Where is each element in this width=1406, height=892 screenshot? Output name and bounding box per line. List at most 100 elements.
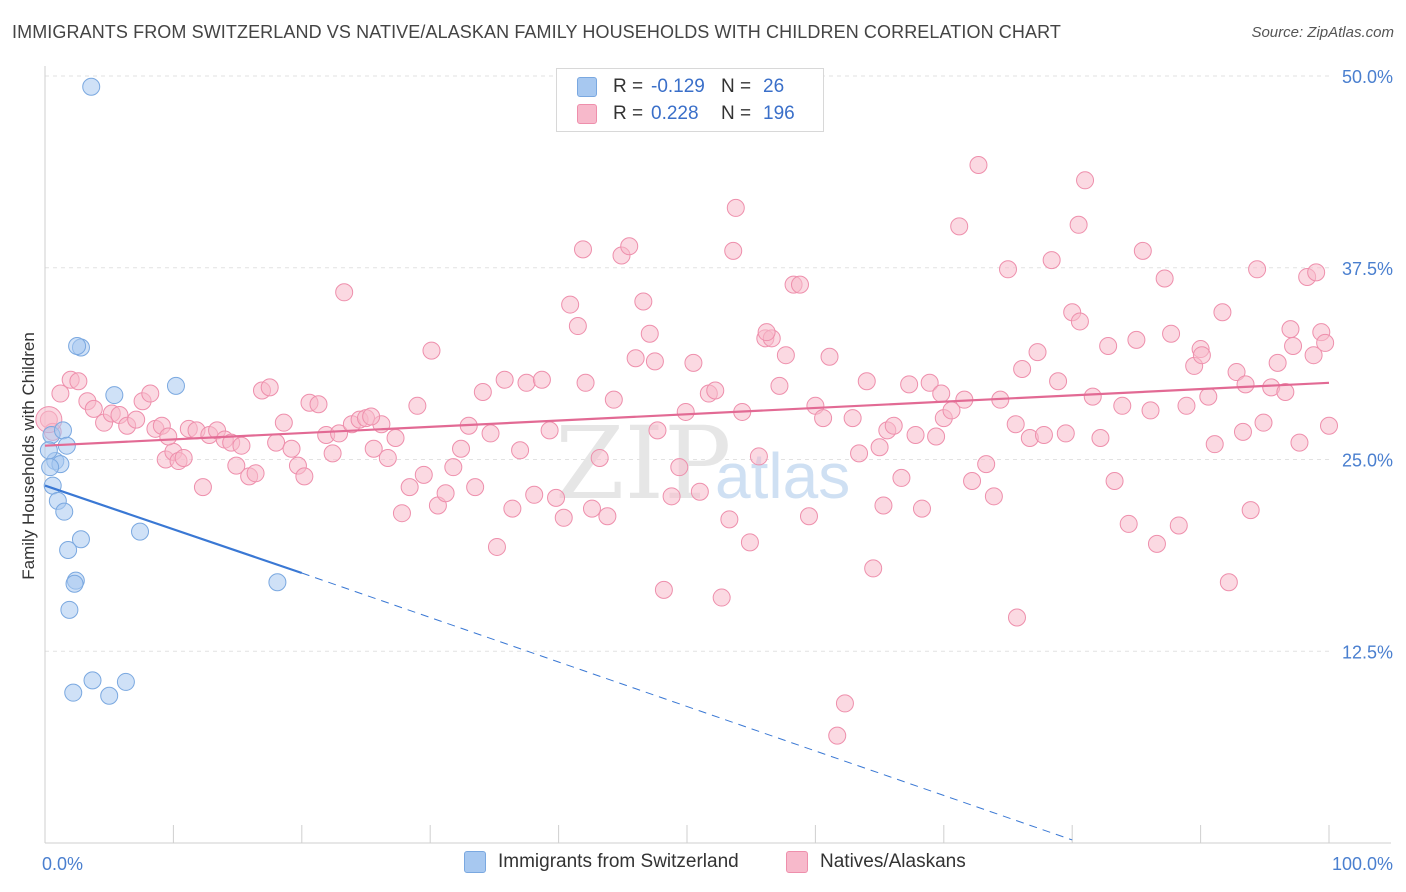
data-point — [232, 436, 251, 455]
data-point — [814, 409, 833, 428]
data-point — [724, 241, 743, 260]
data-point — [1006, 415, 1025, 434]
data-point — [1099, 336, 1118, 355]
data-point — [568, 317, 587, 336]
data-point — [330, 424, 349, 443]
data-point — [414, 465, 433, 484]
data-point — [598, 507, 617, 526]
data-point — [511, 441, 530, 460]
data-point — [1219, 573, 1238, 592]
data-point — [843, 409, 862, 428]
data-point — [1091, 429, 1110, 448]
data-point — [1155, 269, 1174, 288]
n-value: 26 — [763, 76, 785, 97]
data-point — [323, 444, 342, 463]
data-point — [105, 386, 124, 405]
data-point — [1141, 401, 1160, 420]
legend-item-switzerland[interactable]: Immigrants from Switzerland — [464, 851, 739, 873]
data-point — [481, 424, 500, 443]
data-point — [386, 429, 405, 448]
data-point — [977, 455, 996, 474]
data-point — [1268, 353, 1287, 372]
x-tick-label: 100.0% — [1332, 854, 1393, 874]
data-point — [920, 373, 939, 392]
data-point — [874, 496, 893, 515]
data-point — [1162, 324, 1181, 343]
data-point — [408, 396, 427, 415]
trendlines — [44, 381, 1330, 841]
data-point — [576, 373, 595, 392]
data-point — [69, 372, 88, 391]
n-label: N = — [721, 103, 752, 124]
data-point — [1276, 383, 1295, 402]
data-point — [720, 510, 739, 529]
data-point — [166, 376, 185, 395]
y-tick-label: 50.0% — [1342, 67, 1393, 87]
data-point — [670, 458, 689, 477]
x-tick-label: 0.0% — [42, 854, 83, 874]
data-point — [59, 541, 78, 560]
data-point — [590, 448, 609, 467]
n-value: 196 — [763, 103, 795, 124]
data-point — [561, 295, 580, 314]
data-point — [654, 580, 673, 599]
n-label: N = — [721, 76, 752, 97]
data-point — [790, 275, 809, 294]
data-point — [1241, 501, 1260, 520]
legend-label-natives: Natives/Alaskans — [820, 851, 966, 872]
data-point — [246, 464, 265, 483]
stats-row-switzerland: R = -0.129 N = 26 — [577, 74, 784, 100]
data-point — [82, 77, 101, 96]
data-point — [1192, 346, 1211, 365]
data-point — [267, 433, 286, 452]
data-point — [1233, 422, 1252, 441]
data-point — [116, 672, 135, 691]
data-point — [662, 487, 681, 506]
data-point — [260, 378, 279, 397]
data-point — [452, 439, 471, 458]
r-label: R = — [613, 103, 644, 124]
data-point — [950, 217, 969, 236]
data-point — [68, 336, 87, 355]
data-point — [1069, 215, 1088, 234]
data-point — [770, 376, 789, 395]
legend-swatch-switzerland — [464, 851, 486, 873]
data-point — [820, 347, 839, 366]
data-point — [963, 471, 982, 490]
data-point — [645, 352, 664, 371]
data-point — [100, 686, 119, 705]
trendline-natives — [44, 381, 1330, 447]
data-point — [1127, 330, 1146, 349]
data-point — [1028, 343, 1047, 362]
legend-item-natives[interactable]: Natives/Alaskans — [786, 851, 966, 873]
data-point — [864, 559, 883, 578]
data-point — [131, 522, 150, 541]
data-point — [969, 155, 988, 174]
data-point — [422, 341, 441, 360]
data-point — [127, 410, 146, 429]
data-point — [1034, 425, 1053, 444]
data-point — [1236, 375, 1255, 394]
data-point — [295, 467, 314, 486]
data-point — [309, 395, 328, 414]
data-point — [227, 456, 246, 475]
data-point — [436, 484, 455, 503]
data-point — [335, 283, 354, 302]
data-point — [726, 198, 745, 217]
data-point — [1056, 424, 1075, 443]
data-point — [1199, 387, 1218, 406]
data-point — [740, 533, 759, 552]
data-point — [749, 447, 768, 466]
data-point — [532, 370, 551, 389]
data-point — [193, 478, 212, 497]
data-point — [1049, 372, 1068, 391]
watermark-zip: ZIP — [555, 405, 731, 522]
data-point — [1316, 333, 1335, 352]
y-tick-label: 12.5% — [1342, 642, 1393, 662]
data-point — [400, 478, 419, 497]
stats-legend: R = -0.129 N = 26 R = 0.228 N = 196 — [556, 68, 824, 132]
data-point — [835, 694, 854, 713]
data-point — [1307, 263, 1326, 282]
watermark-atlas: atlas — [715, 440, 850, 512]
